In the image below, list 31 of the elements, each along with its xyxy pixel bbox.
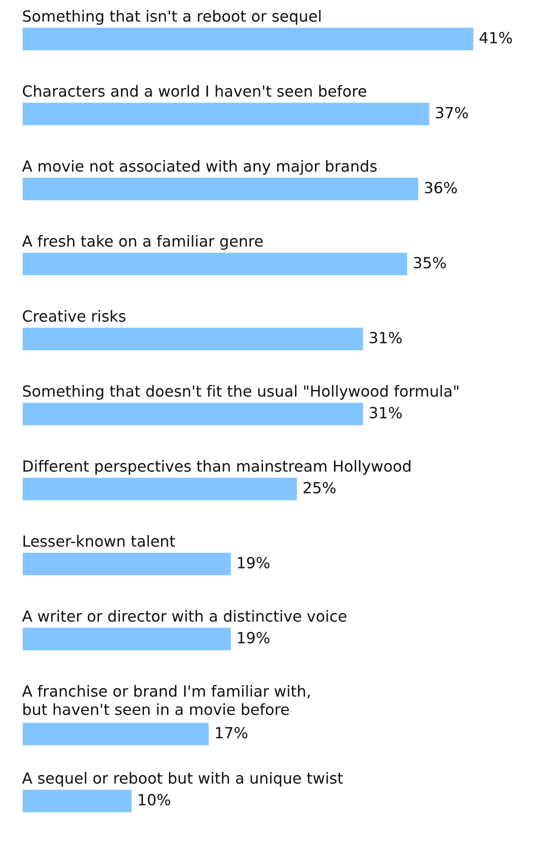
data-label: 19% <box>238 632 270 644</box>
data-label: 31% <box>370 406 402 418</box>
bar <box>22 26 475 52</box>
bar <box>22 401 364 427</box>
bar <box>22 326 364 352</box>
y-tick-label: Different perspectives than mainstream Hollywood <box>24 460 410 475</box>
bar <box>22 251 409 277</box>
data-label: 41% <box>480 32 512 44</box>
bar <box>22 626 232 652</box>
data-label: 10% <box>138 794 170 806</box>
data-label: 19% <box>238 556 270 568</box>
y-tick-label: A writer or director with a distinctive voice <box>22 610 346 622</box>
data-label: 36% <box>424 182 457 194</box>
y-tick-label: Characters and a world I haven't seen before <box>22 85 366 97</box>
data-label: 17% <box>216 726 248 738</box>
y-tick-label: Lesser-known talent <box>24 535 175 547</box>
data-label: 31% <box>370 332 402 344</box>
bar <box>22 476 298 502</box>
data-label: 37% <box>436 106 468 118</box>
y-tick-label: A movie not associated with any major brands <box>22 160 377 175</box>
y-tick-label: A fresh take on a familiar genre <box>22 235 263 250</box>
y-tick-label: Something that isn't a reboot or sequel <box>23 10 321 25</box>
y-tick-label: Something that doesn't fit the usual "Hollywood formula" <box>23 385 458 400</box>
data-label: 25% <box>304 482 336 494</box>
y-tick-label: A sequel or reboot but with a unique twist <box>22 772 343 787</box>
y-tick-label: A franchise or brand I'm familiar with, but haven't seen in a movie before <box>22 685 310 716</box>
y-tick-label: Creative risks <box>22 310 126 322</box>
bar <box>22 176 420 202</box>
bar <box>22 101 431 127</box>
bar <box>22 551 232 577</box>
data-label: 35% <box>414 256 446 268</box>
